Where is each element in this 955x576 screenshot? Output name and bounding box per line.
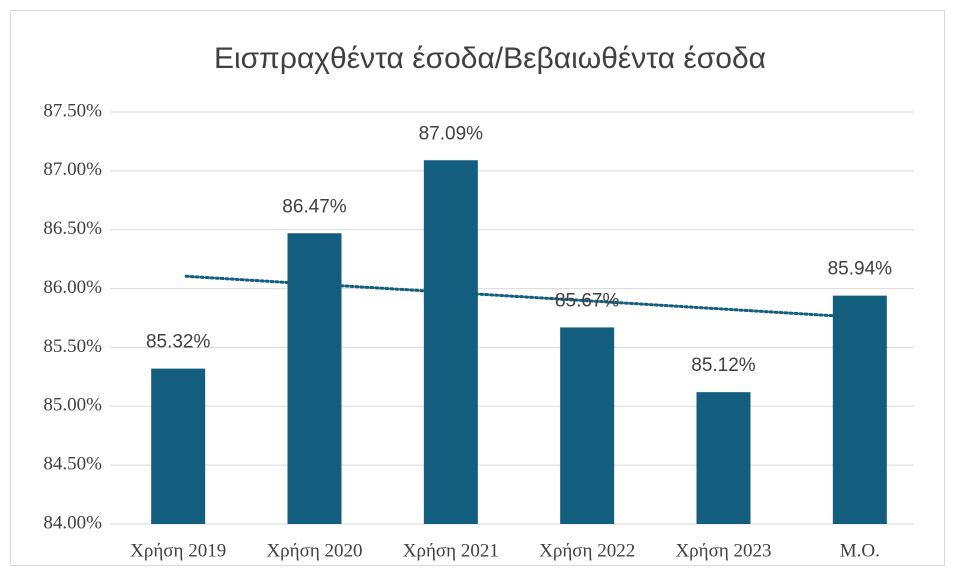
bar (832, 295, 887, 524)
bar (696, 392, 751, 524)
data-label: 85.94% (828, 259, 893, 280)
y-tick-label: 87.50% (43, 100, 102, 121)
bar (560, 327, 615, 524)
trendline (184, 274, 842, 318)
bar (423, 160, 478, 524)
y-tick-label: 85.00% (43, 395, 102, 416)
bar (151, 368, 206, 524)
x-tick-label: Χρήση 2022 (539, 540, 635, 561)
data-label: 85.32% (146, 332, 211, 353)
y-tick-label: 86.50% (43, 218, 102, 239)
y-tick-label: 87.00% (43, 159, 102, 180)
x-tick-label: Χρήση 2023 (675, 540, 771, 561)
data-label: 85.67% (555, 290, 620, 311)
x-tick-label: Χρήση 2019 (130, 540, 226, 561)
x-tick-label: Χρήση 2020 (266, 540, 362, 561)
x-tick-label: Χρήση 2021 (403, 540, 499, 561)
y-tick-label: 86.00% (43, 277, 102, 298)
data-label: 87.09% (419, 123, 484, 144)
bar (287, 233, 342, 524)
y-tick-label: 84.00% (43, 512, 102, 533)
x-tick-label: Μ.Ο. (840, 540, 880, 561)
chart-title: Εισπραχθέντα έσοδα/Βεβαιωθέντα έσοδα (214, 42, 766, 75)
y-tick-label: 85.50% (43, 336, 102, 357)
y-tick-label: 84.50% (43, 454, 102, 475)
data-label: 86.47% (282, 196, 347, 217)
data-label: 85.12% (691, 355, 756, 376)
